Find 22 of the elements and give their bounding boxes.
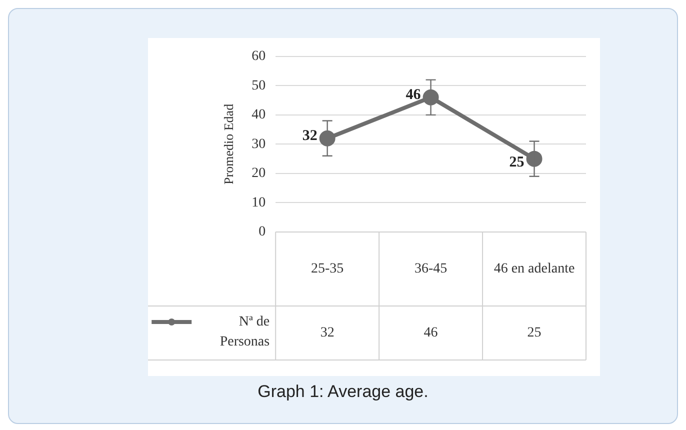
y-tick-label: 30 (252, 136, 266, 152)
annotation: 32 (302, 128, 318, 144)
x-tick-label: 46 en adelante (494, 262, 575, 277)
y-tick-label: 60 (252, 49, 266, 64)
y-tick-label: 20 (252, 166, 266, 182)
point (319, 130, 336, 146)
x-tick-label: 36-45 (414, 262, 448, 277)
y-tick-label: 40 (252, 108, 266, 123)
caption: Graph 1: Average age. (256, 382, 430, 402)
point (526, 150, 542, 167)
data-label: 32 (320, 326, 334, 341)
data-label: 25 (527, 326, 542, 341)
y-axis-title: Promedio Edad (221, 103, 236, 184)
x-tick-label: 25-35 (310, 262, 344, 277)
annotation: 46 (406, 87, 422, 104)
y-tick-label: 50 (252, 78, 266, 94)
y-tick-label: 10 (252, 195, 266, 210)
annotation: 25 (509, 154, 524, 171)
data-label: 46 (424, 326, 438, 341)
text: Nª de Personas (220, 314, 270, 350)
point (422, 89, 439, 106)
y-tick-label: 0 (258, 224, 266, 240)
